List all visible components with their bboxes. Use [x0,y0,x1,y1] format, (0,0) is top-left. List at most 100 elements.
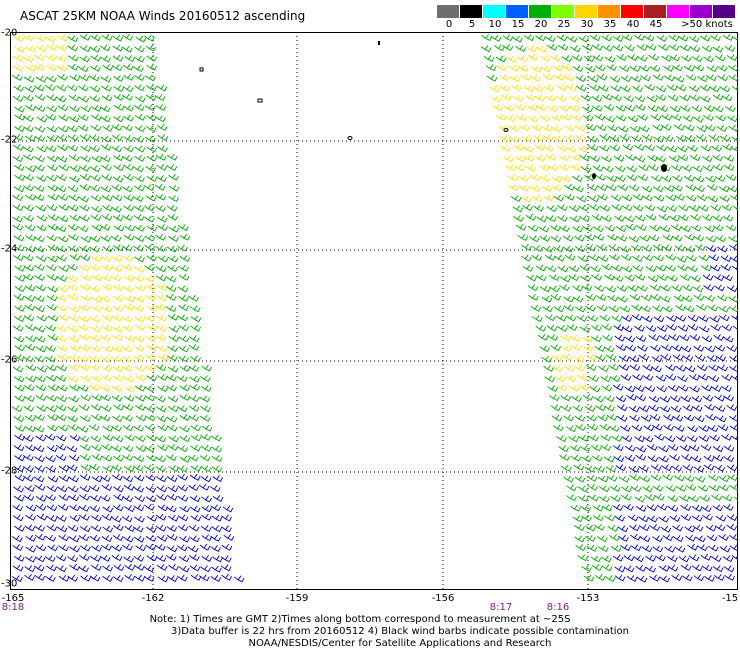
wind-barb [728,305,738,313]
wind-barb [532,245,543,252]
wind-barb [670,405,682,413]
wind-barb [690,455,702,463]
wind-barb [24,224,36,232]
wind-barb [674,545,686,553]
wind-barb [89,505,101,513]
scale-labels: 0 5 10 15 20 25 30 35 40 45 >50 knots [437,18,737,32]
wind-barb [655,155,667,163]
wind-barb [123,483,135,491]
wind-barb [556,83,567,91]
wind-barb [729,243,738,251]
wind-barb [78,214,90,222]
wind-barb [25,375,36,383]
wind-barb [710,204,722,212]
wind-barb [122,244,133,252]
wind-barb [723,565,735,573]
wind-barb [46,504,58,512]
wind-barb [113,403,124,411]
wind-barb [658,445,669,453]
wind-barb [56,254,67,262]
wind-barb [544,314,556,322]
wind-barb [579,214,590,222]
wind-barb [57,144,68,152]
wind-barb [653,254,664,262]
wind-barb [88,484,100,492]
wind-barb [664,435,676,443]
wind-barb [627,115,639,123]
wind-barb [600,444,612,451]
wind-barb [645,554,656,562]
wind-barb [90,554,101,562]
wind-barb [33,84,45,92]
wind-barb [89,85,101,93]
wind-barb [574,364,586,372]
wind-barb [33,425,45,433]
wind-barb [67,263,78,271]
wind-barb [520,254,532,262]
wind-barb [527,224,539,232]
wind-barb [557,265,569,273]
wind-barb [188,395,200,403]
wind-barb [123,194,134,202]
wind-barb [635,335,647,343]
wind-barb [719,85,731,93]
wind-barb [200,433,211,441]
wind-barb [146,344,158,351]
wind-barb [676,145,688,153]
wind-barb [582,335,593,343]
wind-barb [655,264,667,272]
wind-barb [572,65,584,73]
wind-barb [653,315,665,323]
scale-label: 15 [511,19,525,30]
wind-barb [56,364,68,372]
wind-barb [593,233,605,241]
wind-barb [102,245,114,253]
wind-barb [91,274,103,282]
wind-barb [522,145,534,153]
wind-barb [143,184,155,191]
wind-barb [712,93,724,101]
wind-barb [638,353,650,361]
wind-barb [655,85,667,93]
wind-barb [13,444,25,452]
wind-barb [731,85,738,91]
wind-barb [698,425,710,433]
wind-barb [705,524,717,532]
wind-barb [80,294,92,302]
wind-barb [587,135,598,143]
wind-barb [647,275,659,283]
wind-barb [687,315,699,322]
wind-barb [721,494,733,502]
wind-barb [712,105,724,113]
wind-barb [568,435,580,443]
wind-barb [706,183,718,191]
wind-barb [122,324,133,332]
wind-barb [134,145,146,153]
wind-barb [178,335,190,343]
lon-label: -159 [285,593,309,604]
wind-barb [145,414,156,422]
wind-barb [628,465,640,473]
wind-barb [14,274,26,282]
wind-barb [167,345,178,353]
wind-barb [133,344,145,352]
wind-barb [565,375,577,383]
wind-barb [715,514,727,522]
wind-barb [166,505,177,513]
wind-barb [146,525,157,533]
wind-barb [111,255,122,262]
wind-barb [572,284,583,292]
wind-barb [89,384,100,391]
wind-barb [619,245,630,253]
wind-barb [642,134,653,141]
wind-barb [46,134,58,142]
wind-barb [80,443,91,451]
wind-barb [602,93,613,101]
wind-barb [69,74,81,82]
wind-barb [607,124,618,132]
wind-barb [156,493,167,501]
wind-barb [636,54,648,62]
wind-barb [634,214,646,222]
wind-barb [724,105,736,113]
wind-barb [179,384,191,392]
